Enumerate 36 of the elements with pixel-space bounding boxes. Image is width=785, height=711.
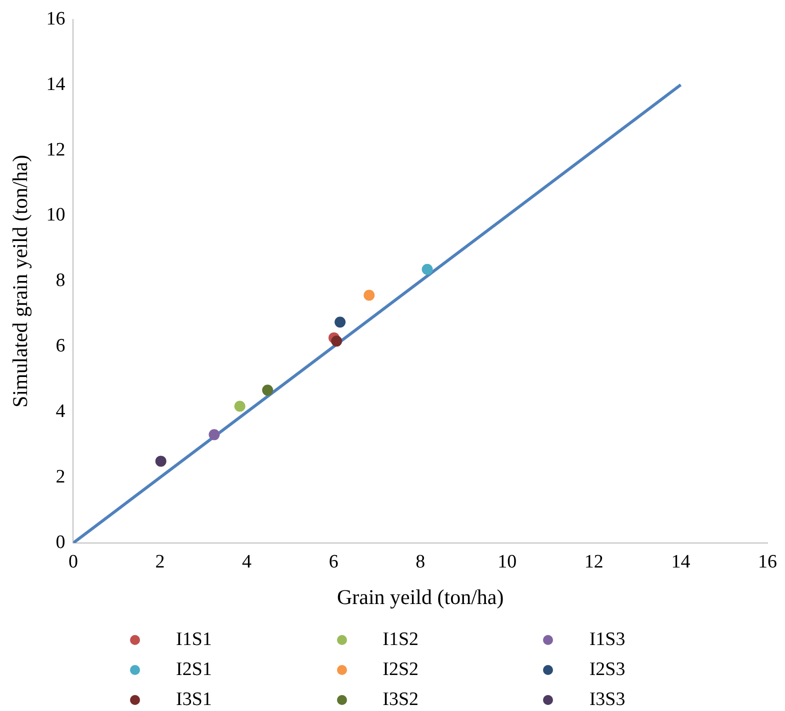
y-tick-label: 0 bbox=[56, 532, 66, 553]
legend-label: I3S2 bbox=[382, 689, 419, 711]
x-tick-label: 10 bbox=[498, 551, 517, 572]
y-tick-label: 14 bbox=[46, 74, 66, 95]
point bbox=[262, 384, 274, 396]
x-tick-label: 2 bbox=[155, 551, 165, 572]
legend-label: I2S1 bbox=[176, 659, 212, 681]
legend-label: I3S3 bbox=[589, 689, 626, 711]
point bbox=[334, 316, 346, 328]
y-tick-label: 10 bbox=[46, 204, 66, 226]
x-tick-label: 14 bbox=[671, 551, 691, 572]
x-tick-label: 8 bbox=[416, 551, 426, 572]
x-tick-label: 12 bbox=[584, 551, 604, 572]
y-axis-title: Simulated grain yeild (ton/ha) bbox=[8, 154, 32, 408]
x-tick-label: 6 bbox=[328, 551, 338, 572]
point bbox=[208, 429, 220, 440]
point bbox=[364, 290, 375, 301]
point bbox=[422, 264, 433, 275]
legend-label: I2S2 bbox=[382, 659, 419, 681]
point bbox=[155, 456, 166, 467]
y-tick-label: 2 bbox=[56, 466, 66, 488]
point bbox=[331, 336, 342, 347]
legend-label: I1S2 bbox=[382, 629, 419, 651]
legend-label: I1S1 bbox=[176, 629, 212, 651]
y-tick-label: 6 bbox=[56, 336, 66, 357]
x-axis-title: Grain yeild (ton/ha) bbox=[336, 584, 504, 609]
legend-label: I3S1 bbox=[176, 689, 212, 711]
point bbox=[234, 400, 246, 412]
y-tick-label: 16 bbox=[46, 8, 66, 30]
x-tick-label: 4 bbox=[242, 551, 252, 572]
legend-label: I1S3 bbox=[589, 629, 626, 651]
y-tick-label: 8 bbox=[56, 270, 66, 292]
x-tick-label: 16 bbox=[758, 551, 777, 572]
legend-label: I2S3 bbox=[589, 659, 626, 681]
y-tick-label: 4 bbox=[56, 401, 66, 422]
y-tick-label: 12 bbox=[46, 139, 66, 160]
